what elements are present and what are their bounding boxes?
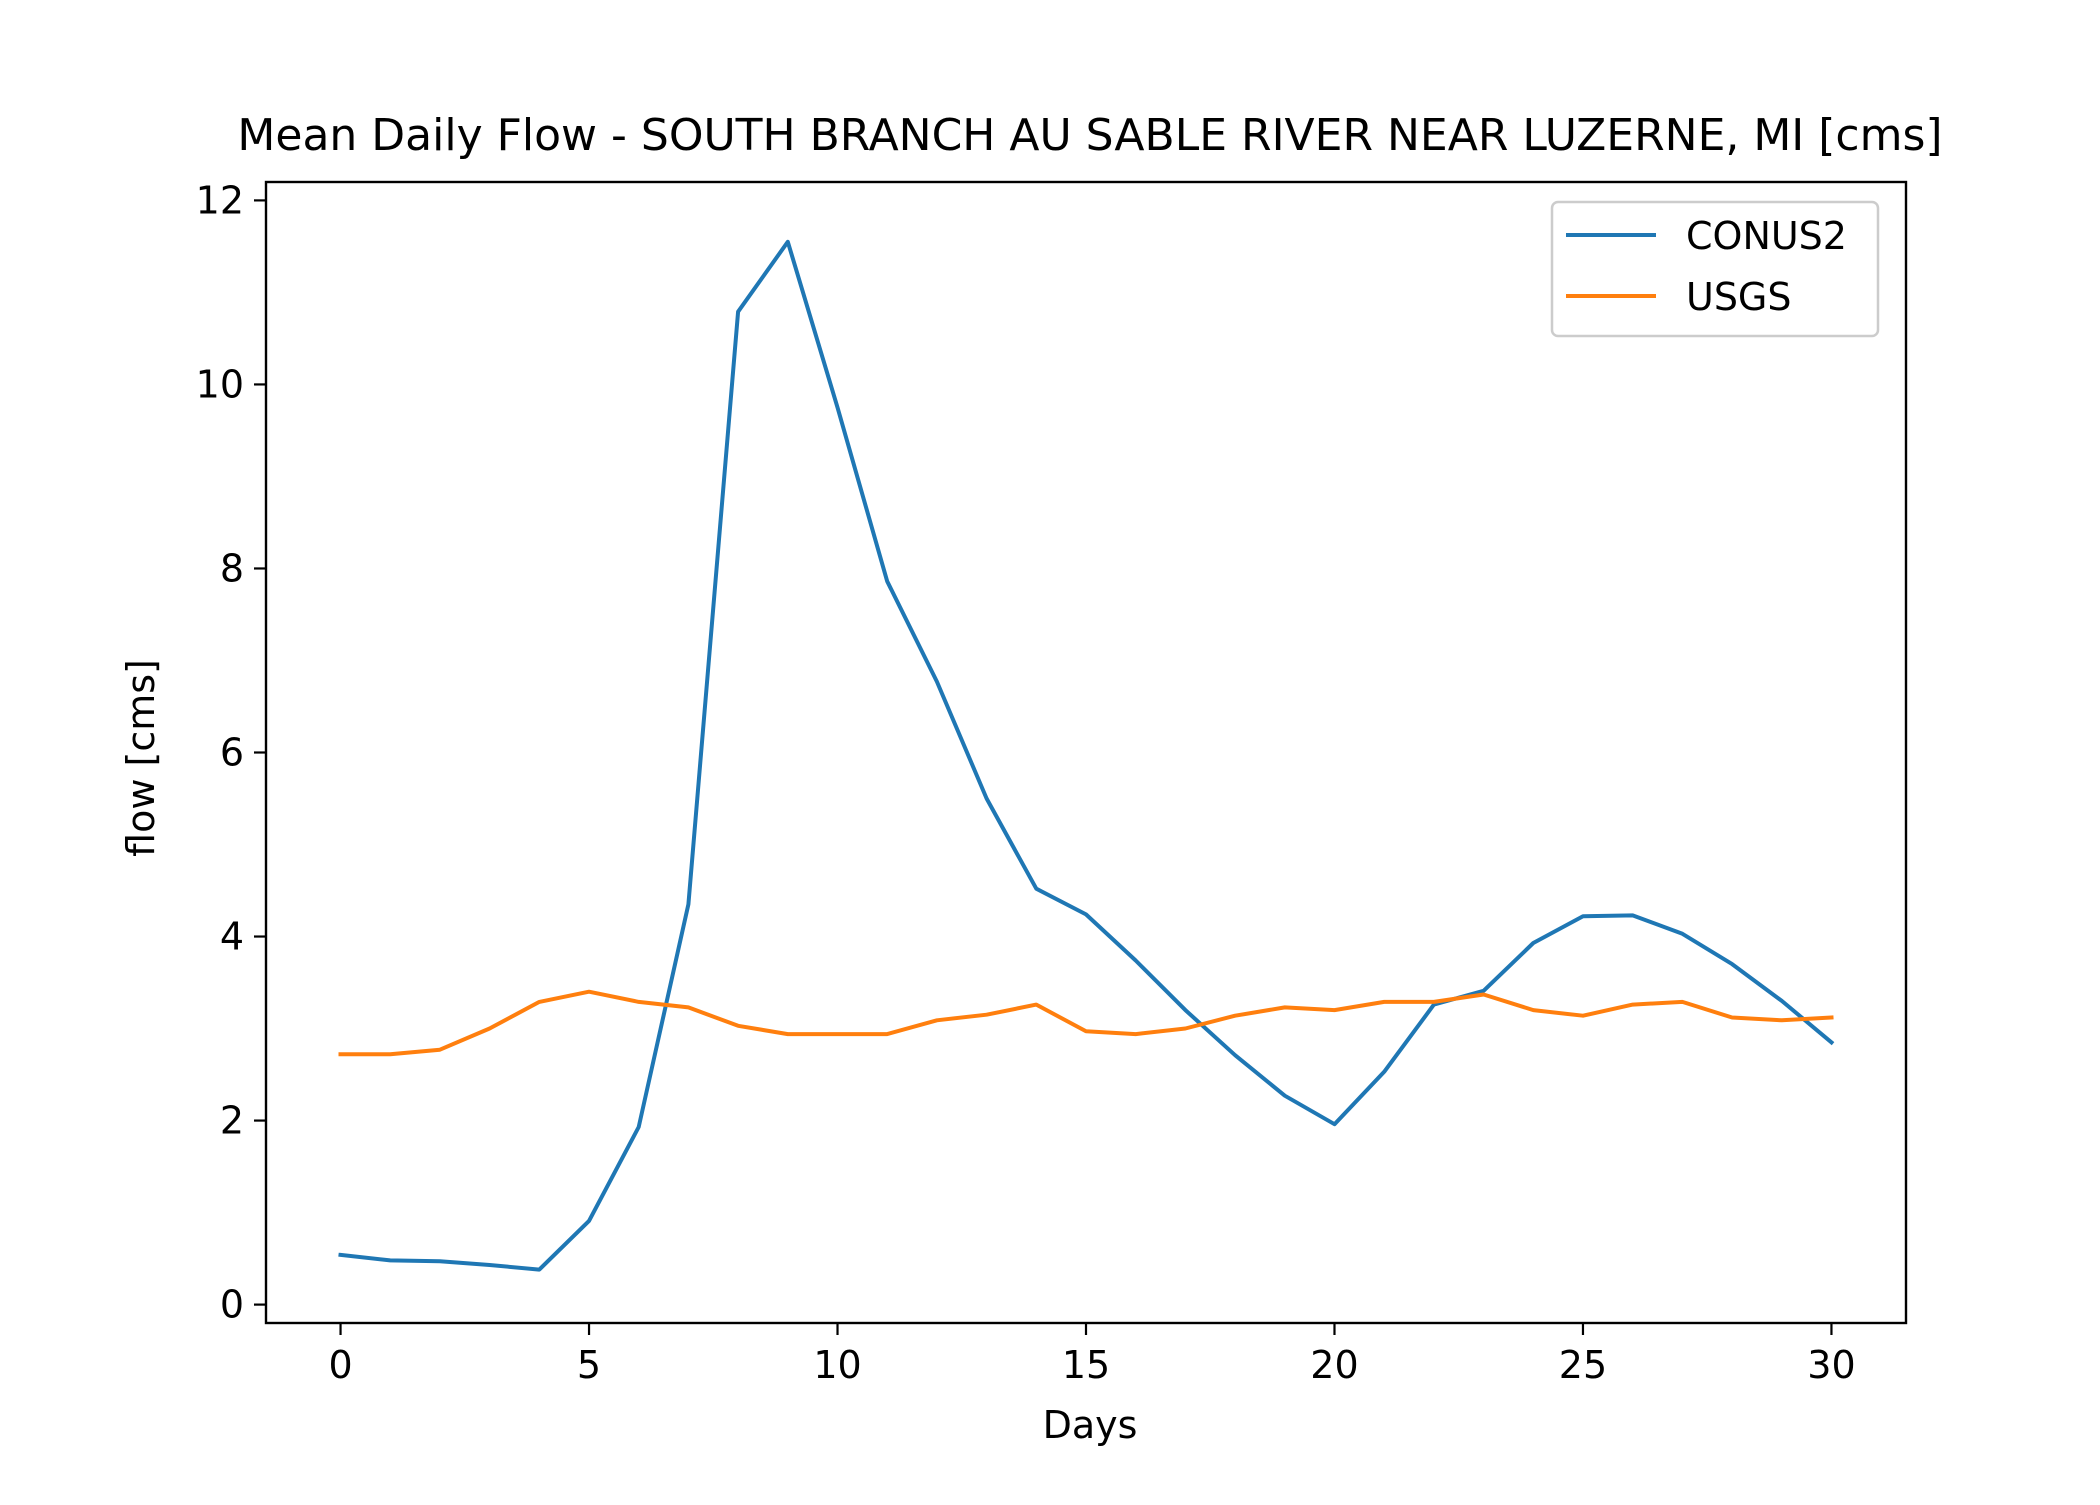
legend: CONUS2 USGS bbox=[1550, 200, 1880, 338]
x-tick-label: 25 bbox=[1559, 1343, 1607, 1387]
x-tick-label: 0 bbox=[328, 1343, 352, 1387]
y-tick-label: 2 bbox=[220, 1099, 244, 1143]
x-axis-label: Days bbox=[1043, 1403, 1138, 1447]
legend-label-usgs: USGS bbox=[1686, 275, 1792, 319]
legend-label-conus2: CONUS2 bbox=[1686, 214, 1847, 258]
series-line-usgs bbox=[338, 989, 1834, 1057]
x-tick-label: 10 bbox=[813, 1343, 861, 1387]
y-tick-label: 6 bbox=[220, 731, 244, 775]
series-lines bbox=[338, 239, 1835, 1272]
legend-items: CONUS2 USGS bbox=[1566, 214, 1847, 319]
y-tick-label: 10 bbox=[196, 362, 244, 406]
plot-frame bbox=[264, 180, 1908, 1325]
x-tick-label: 30 bbox=[1807, 1343, 1855, 1387]
x-tick-label: 5 bbox=[577, 1343, 601, 1387]
x-tick-label: 15 bbox=[1062, 1343, 1110, 1387]
axis-ticks: 0 5 10 15 20 25 30 0 2 4 6 8 10 12 bbox=[196, 178, 1856, 1387]
series-line-conus2 bbox=[338, 239, 1835, 1272]
x-tick-label: 20 bbox=[1310, 1343, 1358, 1387]
y-tick-label: 4 bbox=[220, 915, 244, 959]
y-axis-label: flow [cms] bbox=[119, 659, 163, 857]
y-tick-label: 12 bbox=[196, 178, 244, 222]
y-tick-label: 0 bbox=[220, 1283, 244, 1327]
y-tick-label: 8 bbox=[220, 546, 244, 590]
chart-title: Mean Daily Flow - SOUTH BRANCH AU SABLE … bbox=[237, 110, 1942, 161]
